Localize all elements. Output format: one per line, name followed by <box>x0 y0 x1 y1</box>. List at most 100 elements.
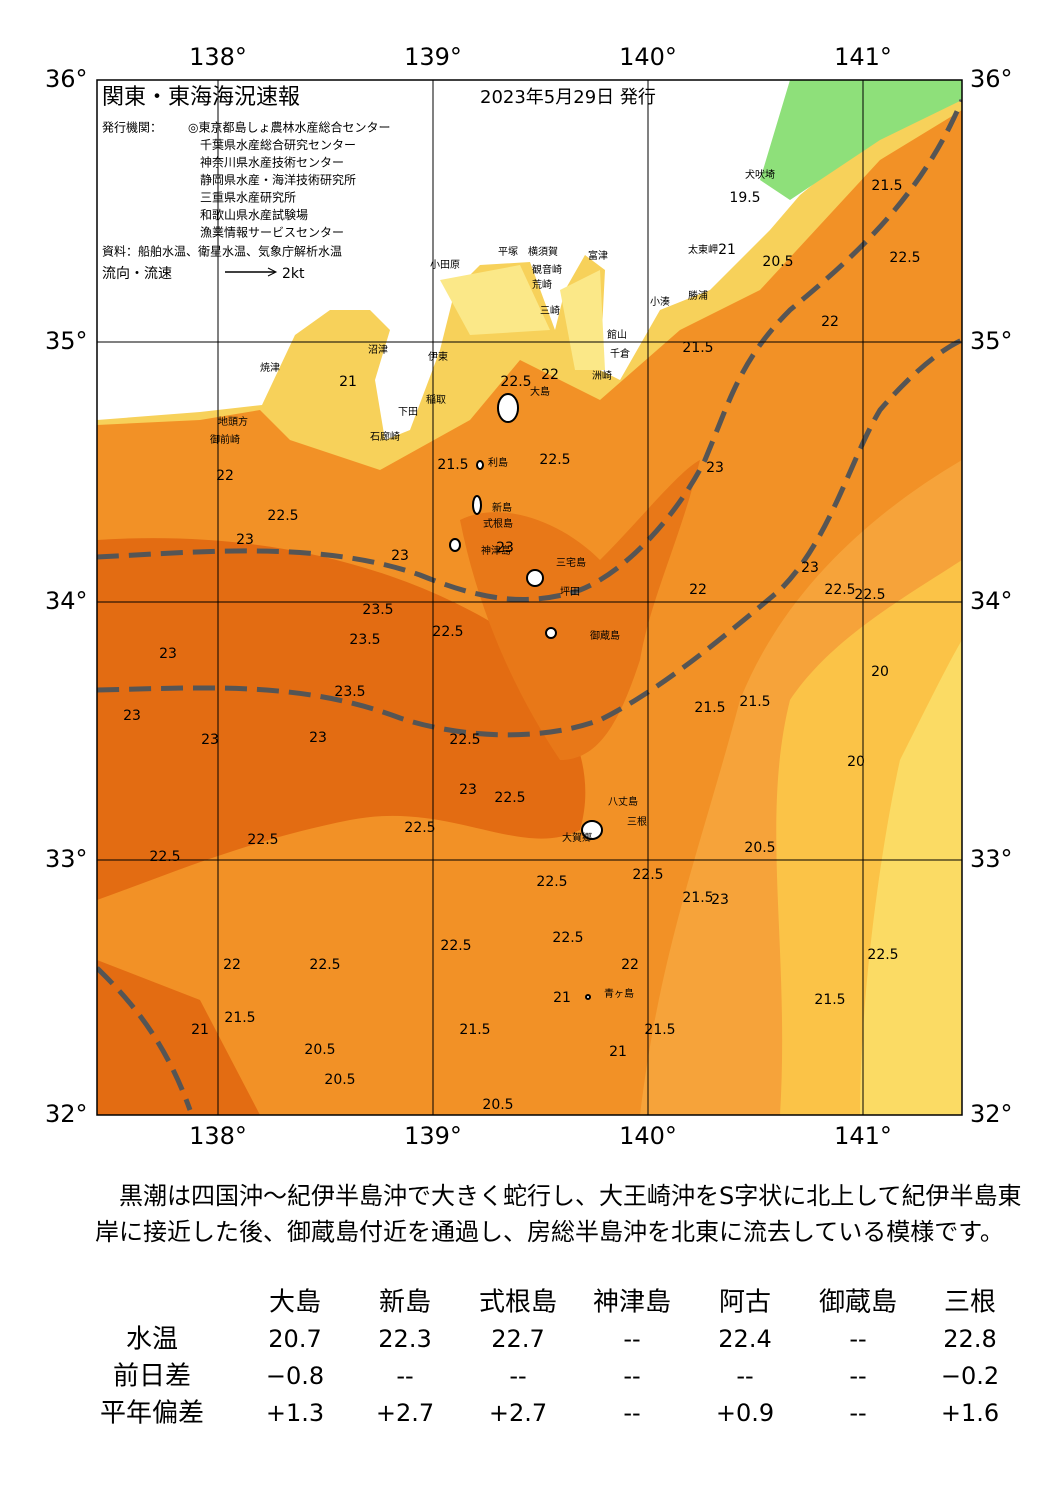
issuer: 和歌山県水産試験場 <box>200 207 308 222</box>
contour-label: 22 <box>541 367 559 383</box>
contour-label: 22 <box>821 314 839 330</box>
place-name: 青ヶ島 <box>604 987 634 1000</box>
latitude-label: 35° <box>970 327 1013 355</box>
contour-label: 22.5 <box>500 374 531 390</box>
place-name: 八丈島 <box>608 795 638 808</box>
contour-label: 23 <box>706 460 724 476</box>
contour-label: 22.5 <box>432 624 463 640</box>
cell: 20.7 <box>268 1325 321 1353</box>
latitude-label: 36° <box>970 65 1013 93</box>
place-name: 利島 <box>488 456 508 469</box>
contour-label: 23 <box>391 548 409 564</box>
row-label: 水温 <box>126 1325 178 1355</box>
map-frame <box>96 79 963 1116</box>
longitude-label: 140° <box>619 1122 677 1150</box>
contour-label: 21.5 <box>644 1022 675 1038</box>
contour-label: 20.5 <box>482 1097 513 1113</box>
column-header: 大島 <box>269 1288 321 1318</box>
place-name: 横須賀 <box>528 245 558 258</box>
cell: -- <box>396 1362 413 1390</box>
contour-label: 22.5 <box>404 820 435 836</box>
contour-label: 22.5 <box>449 732 480 748</box>
place-name: 洲崎 <box>592 369 612 382</box>
place-name: 三根 <box>627 815 647 828</box>
contour-label: 23 <box>201 732 219 748</box>
cell: −0.2 <box>941 1362 999 1390</box>
contour-label: 23 <box>711 892 729 908</box>
contour-label: 21.5 <box>694 700 725 716</box>
longitude-label: 140° <box>619 43 677 71</box>
contour-label: 23.5 <box>349 632 380 648</box>
place-name: 沼津 <box>368 343 388 356</box>
cell: +1.3 <box>266 1399 324 1427</box>
contour-label: 21.5 <box>739 694 770 710</box>
issuer: 千葉県水産総合研究センター <box>200 137 356 152</box>
sea-temperature <box>97 80 962 1115</box>
contour-label: 22.5 <box>247 832 278 848</box>
contour-label: 21 <box>553 990 571 1006</box>
contour-label: 23 <box>159 646 177 662</box>
cell: +2.7 <box>489 1399 547 1427</box>
contour-label: 20.5 <box>324 1072 355 1088</box>
contour-label: 22 <box>689 582 707 598</box>
cell: +1.6 <box>941 1399 999 1427</box>
graticule <box>97 80 962 1115</box>
cell: -- <box>849 1399 866 1427</box>
cell: -- <box>509 1362 526 1390</box>
map: 関東・東海海況速報 2023年5月29日 発行 発行機関： 資料：船舶水温、衛星… <box>45 43 1013 1150</box>
contour-label: 22 <box>216 468 234 484</box>
place-name: 太東岬 <box>688 243 718 256</box>
place-name: 御前崎 <box>210 433 240 446</box>
place-name: 千倉 <box>610 347 630 360</box>
place-name: 勝浦 <box>688 289 708 302</box>
cell: 22.8 <box>943 1325 996 1353</box>
cell: -- <box>736 1362 753 1390</box>
contour-label: 21.5 <box>814 992 845 1008</box>
place-name: 地頭方 <box>218 415 248 428</box>
issuer: 三重県水産研究所 <box>200 190 296 205</box>
longitude-label: 139° <box>404 43 462 71</box>
cell: -- <box>849 1325 866 1353</box>
cell: 22.4 <box>718 1325 771 1353</box>
contour-label: 23 <box>309 730 327 746</box>
latitude-label: 36° <box>45 65 88 93</box>
legend-speed: 2kt <box>282 266 305 282</box>
place-name: 大賀郷 <box>562 831 592 844</box>
place-name: 荒崎 <box>532 278 552 291</box>
place-name: 三宅島 <box>556 556 586 569</box>
latitude-label: 34° <box>45 587 88 615</box>
latitude-label: 32° <box>970 1100 1013 1128</box>
place-name: 焼津 <box>260 362 280 374</box>
contour-label: 21 <box>339 374 357 390</box>
contour-label: 21.5 <box>871 178 902 194</box>
issuer: ◎東京都島しょ農林水産総合センター <box>188 120 390 135</box>
contour-label: 23 <box>236 532 254 548</box>
place-name: 稲取 <box>426 394 446 406</box>
latitude-label: 32° <box>45 1100 88 1128</box>
contour-label: 19.5 <box>729 190 760 206</box>
column-header: 御蔵島 <box>819 1288 897 1318</box>
cell: 22.7 <box>491 1325 544 1353</box>
place-name: 坪田 <box>560 585 580 598</box>
description: 黒潮は四国沖～紀伊半島沖で大きく蛇行し、大王崎沖をS字状に北上して紀伊半島東岸に… <box>95 1182 1022 1246</box>
longitude-label: 139° <box>404 1122 462 1150</box>
contour-label: 21 <box>191 1022 209 1038</box>
longitude-label: 141° <box>834 43 892 71</box>
contour-label: 20.5 <box>744 840 775 856</box>
contour-label: 23 <box>496 540 514 556</box>
contour-label: 21.5 <box>682 890 713 906</box>
place-name: 犬吠埼 <box>745 168 775 181</box>
place-name: 観音崎 <box>532 263 562 276</box>
place-name: 館山 <box>607 328 627 341</box>
place-name: 伊東 <box>428 350 448 363</box>
row-label: 平年偏差 <box>100 1399 204 1429</box>
contour-label: 21.5 <box>682 340 713 356</box>
contour-label: 23.5 <box>362 602 393 618</box>
contour-label: 20.5 <box>304 1042 335 1058</box>
issuer: 静岡県水産・海洋技術研究所 <box>200 172 356 187</box>
contour-label: 22.5 <box>632 867 663 883</box>
contour-label: 20 <box>847 754 865 770</box>
contour-label: 22.5 <box>889 250 920 266</box>
place-name: 小田原 <box>430 259 460 271</box>
